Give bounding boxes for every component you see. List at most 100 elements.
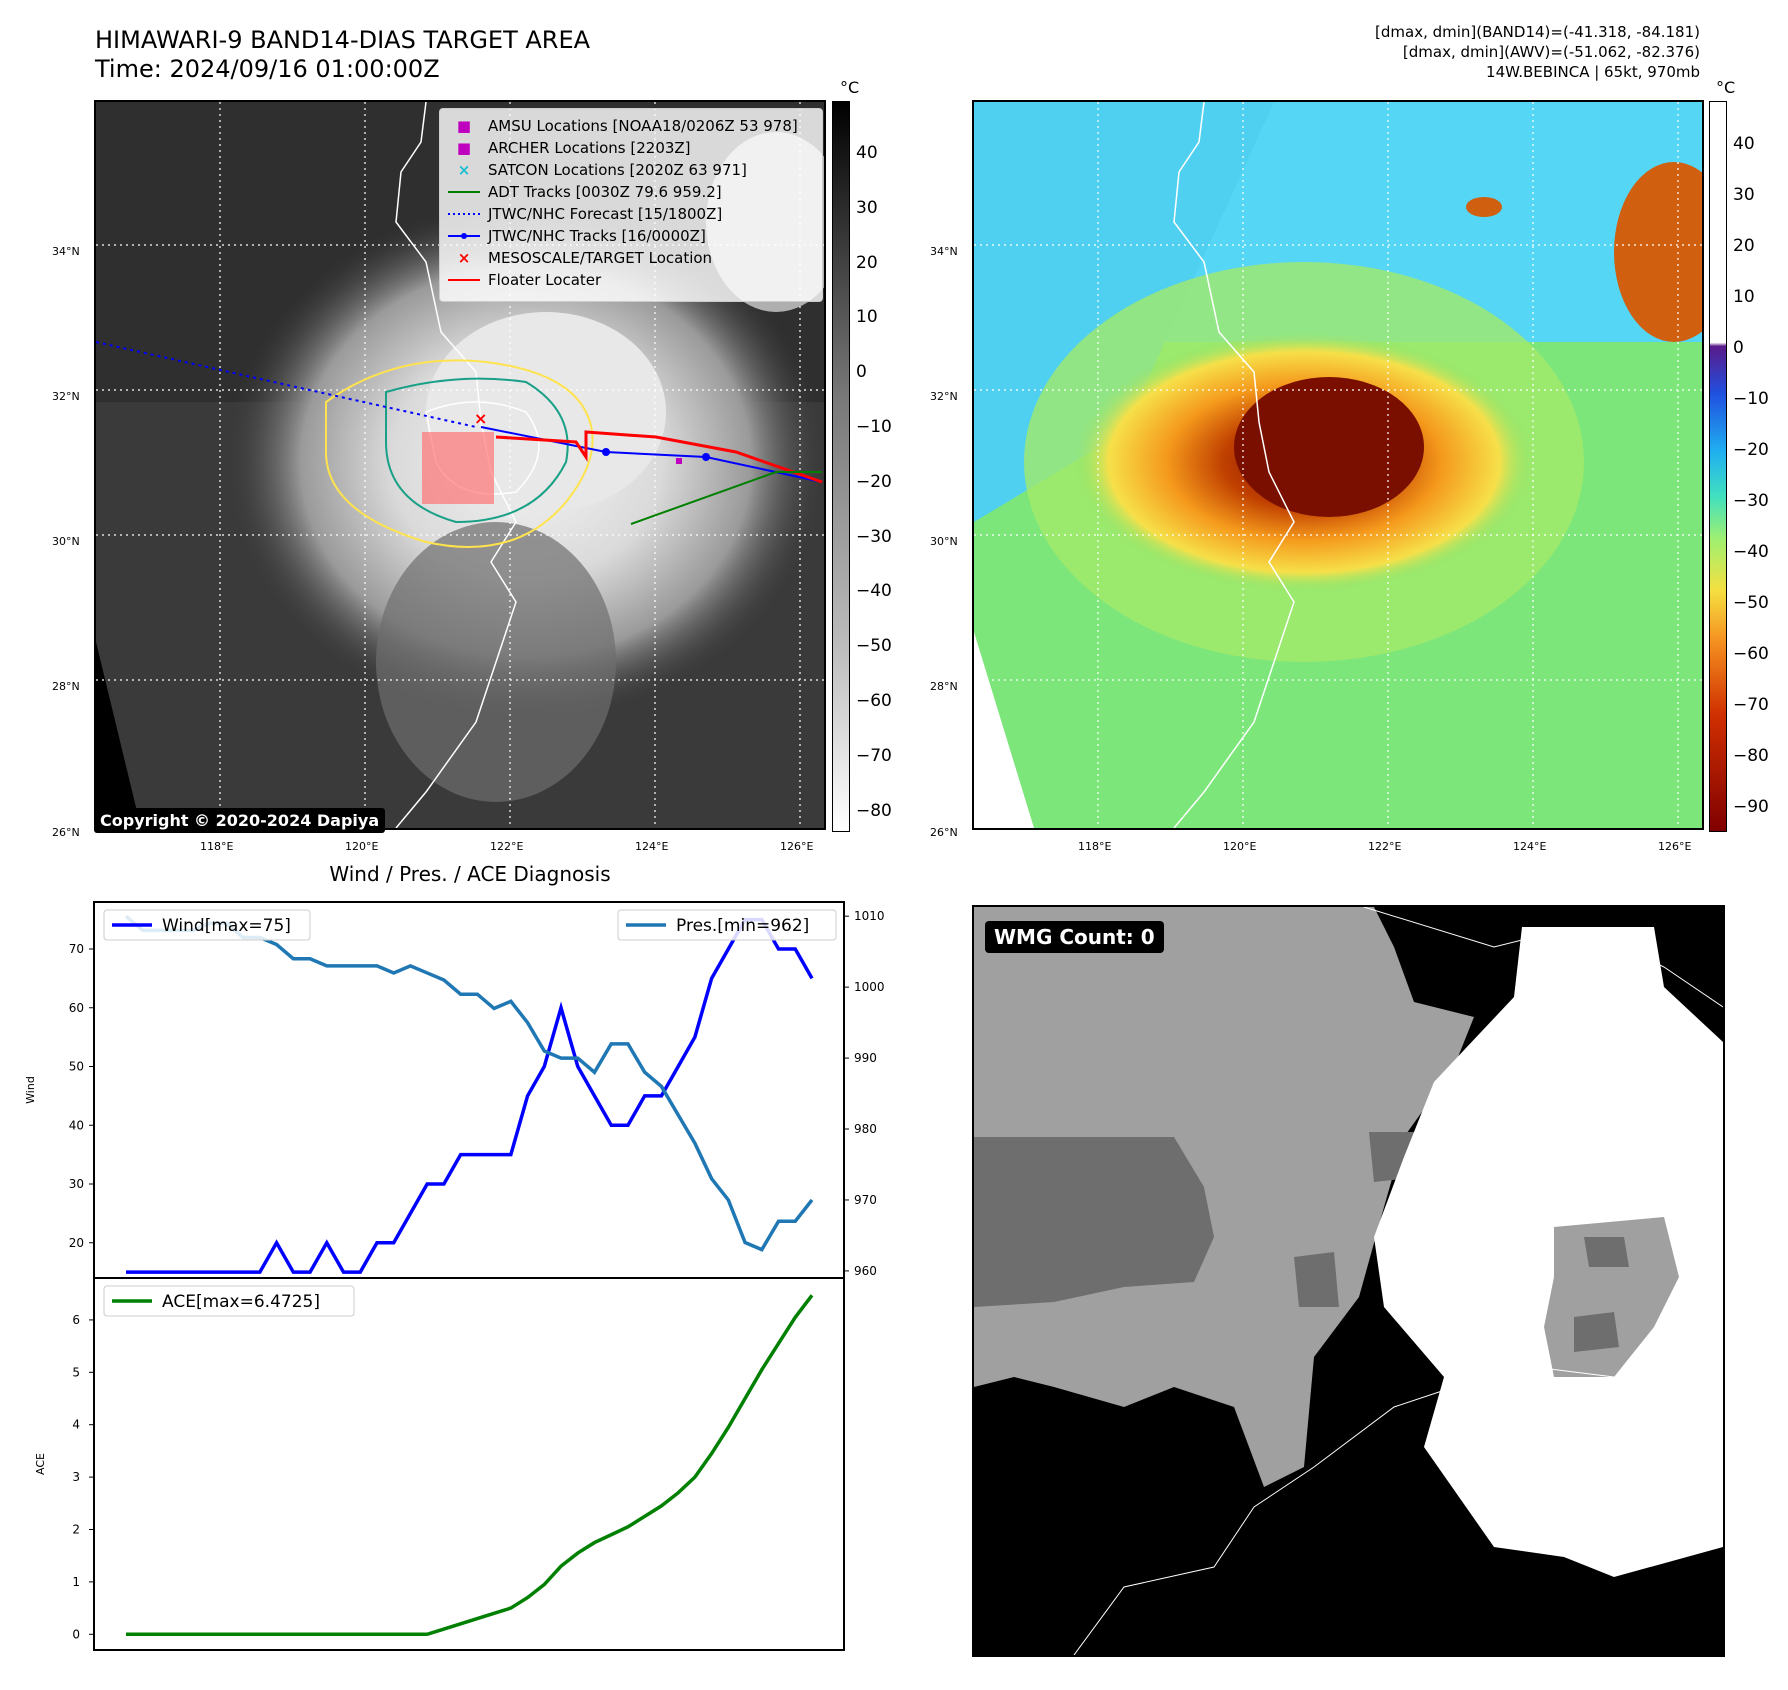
- ace-axis-tick-label: 1: [72, 1575, 80, 1589]
- legend-entry-archer: ■ ARCHER Locations [2203Z]: [440, 137, 691, 159]
- info-line-1: [dmax, dmin](BAND14)=(-41.318, -84.181): [1375, 23, 1700, 41]
- title-line-2: Time: 2024/09/16 01:00:00Z: [95, 55, 440, 83]
- longitude-tick-label: 118°E: [1078, 840, 1112, 853]
- colorbar-tick-label: 40: [1733, 134, 1755, 154]
- wind-axis-tick-label: 50: [69, 1060, 84, 1074]
- satcon-marker-icon: ×: [457, 161, 471, 179]
- ace-axis-tick-label: 4: [72, 1418, 80, 1432]
- colorbar-tick-label: −40: [1733, 541, 1769, 562]
- legend-entry-mesoscale: × MESOSCALE/TARGET Location: [440, 247, 712, 269]
- longitude-tick-label: 126°E: [1658, 840, 1692, 853]
- wind-axis-label: Wind: [24, 1076, 37, 1104]
- ace-legend-label: ACE[max=6.4725]: [162, 1292, 320, 1312]
- legend-entry-jtwc-forecast: JTWC/NHC Forecast [15/1800Z]: [440, 203, 722, 225]
- longitude-tick-label: 124°E: [1513, 840, 1547, 853]
- pressure-axis-tick-label: 980: [854, 1122, 877, 1136]
- colorbar-tick-label: −80: [1733, 745, 1769, 766]
- amsu-marker: [676, 458, 682, 464]
- floater-locater-track: [495, 430, 823, 484]
- pressure-legend-box: [617, 909, 837, 941]
- wind-axis-tick-label: 70: [69, 942, 84, 956]
- colorbar-tick-label: −40: [856, 581, 892, 602]
- legend-entry-adt: ADT Tracks [0030Z 79.6 959.2]: [440, 181, 722, 203]
- target-area-box: [422, 432, 494, 504]
- colorbar-tick-label: 30: [856, 197, 878, 218]
- ir-satellite-panel: × ■ AMSU Locations [NOAA18/0206Z 53 978] …: [94, 100, 826, 830]
- colorbar-tick-label: −20: [1733, 439, 1769, 460]
- wind-axis-tick-label: 60: [69, 1001, 84, 1015]
- colorbar-tick-label: −70: [856, 745, 892, 766]
- awv-satellite-image: [974, 102, 1702, 828]
- latitude-tick-label: 28°N: [52, 680, 80, 693]
- red-line-icon: [440, 269, 488, 291]
- latitude-tick-label: 32°N: [52, 390, 80, 403]
- latitude-tick-label: 32°N: [930, 390, 958, 403]
- longitude-tick-label: 118°E: [200, 840, 234, 853]
- longitude-tick-label: 124°E: [635, 840, 669, 853]
- longitude-tick-label: 126°E: [780, 840, 814, 853]
- colorbar-tick-label: −30: [1733, 490, 1769, 511]
- wind-legend-box: [103, 909, 311, 941]
- latitude-tick-label: 28°N: [930, 680, 958, 693]
- ace-axes-frame: [93, 1277, 845, 1651]
- wind-series-line: [126, 917, 814, 1274]
- pressure-series-line: [124, 914, 814, 1252]
- x-marker-icon: ×: [457, 249, 471, 267]
- ace-axis-tick-label: 2: [72, 1522, 80, 1536]
- adt-line-icon: [440, 181, 488, 203]
- ace-series-line: [126, 1294, 814, 1637]
- info-line-3: 14W.BEBINCA | 65kt, 970mb: [1486, 63, 1700, 81]
- ir-colorbar: [832, 101, 850, 832]
- pressure-axis-tick-label: 970: [854, 1193, 877, 1207]
- colorbar-tick-label: 20: [1733, 235, 1755, 256]
- wind-pressure-ace-chart: 70 60 50 40 30 20 1010 1000 990 980 970 960 6 5 4 3 2 1 0 W…: [24, 901, 885, 1651]
- colorbar-tick-label: 10: [1733, 286, 1755, 307]
- colorbar-tick-label: 0: [1733, 337, 1744, 358]
- wind-axis-tick-label: 20: [69, 1236, 84, 1250]
- awv-satellite-panel: [972, 100, 1704, 830]
- awv-grid: [974, 102, 1702, 828]
- awv-colorbar-unit: °C: [1716, 78, 1736, 97]
- colorbar-tick-label: 10: [856, 307, 878, 328]
- figure-title: HIMAWARI-9 BAND14-DIAS TARGET AREA Time:…: [95, 26, 590, 84]
- longitude-tick-label: 122°E: [490, 840, 524, 853]
- pressure-axis-tick-label: 990: [854, 1051, 877, 1065]
- storm-info: [dmax, dmin](BAND14)=(-41.318, -84.181) …: [1375, 22, 1700, 82]
- longitude-tick-label: 120°E: [1223, 840, 1257, 853]
- legend-entry-floater: Floater Locater: [440, 269, 601, 291]
- title-line-1: HIMAWARI-9 BAND14-DIAS TARGET AREA: [95, 26, 591, 54]
- latitude-tick-label: 26°N: [930, 826, 958, 839]
- latitude-tick-label: 30°N: [52, 535, 80, 548]
- colorbar-tick-label: −30: [856, 526, 892, 547]
- awv-colorbar: [1709, 101, 1727, 832]
- wind-axis-tick-label: 40: [69, 1118, 84, 1132]
- colorbar-tick-label: −70: [1733, 694, 1769, 715]
- jtwc-track-point: [602, 448, 610, 456]
- wind-pressure-axes-frame: [93, 901, 845, 1279]
- wmg-count-badge: WMG Count: 0: [985, 921, 1164, 953]
- colorbar-tick-label: 30: [1733, 184, 1755, 205]
- ir-colorbar-unit: °C: [840, 78, 860, 97]
- jtwc-forecast-track: [96, 341, 477, 428]
- wmg-panel: [972, 905, 1725, 1657]
- mesoscale-target-marker: ×: [474, 409, 487, 428]
- wmg-image: [974, 907, 1723, 1655]
- colorbar-tick-label: −50: [856, 636, 892, 657]
- pressure-legend-label: Pres.[min=962]: [676, 916, 809, 936]
- colorbar-tick-label: 40: [856, 143, 878, 163]
- longitude-tick-label: 120°E: [345, 840, 379, 853]
- wind-legend-label: Wind[max=75]: [162, 916, 291, 936]
- colorbar-tick-label: 20: [856, 252, 878, 273]
- colorbar-tick-label: −90: [1733, 796, 1769, 817]
- cold-contour-teal: [385, 377, 569, 524]
- jtwc-track-point: [702, 453, 710, 461]
- legend-entry-jtwc-tracks: JTWC/NHC Tracks [16/0000Z]: [440, 225, 706, 247]
- ace-axis-tick-label: 6: [72, 1313, 80, 1327]
- longitude-tick-label: 122°E: [1368, 840, 1402, 853]
- amsu-marker-icon: ■: [456, 117, 472, 135]
- colorbar-tick-label: −50: [1733, 592, 1769, 613]
- dotted-line-icon: [440, 203, 488, 225]
- info-line-2: [dmax, dmin](AWV)=(-51.062, -82.376): [1402, 43, 1700, 61]
- colorbar-tick-label: −60: [856, 691, 892, 712]
- line-dot-icon: [440, 225, 488, 247]
